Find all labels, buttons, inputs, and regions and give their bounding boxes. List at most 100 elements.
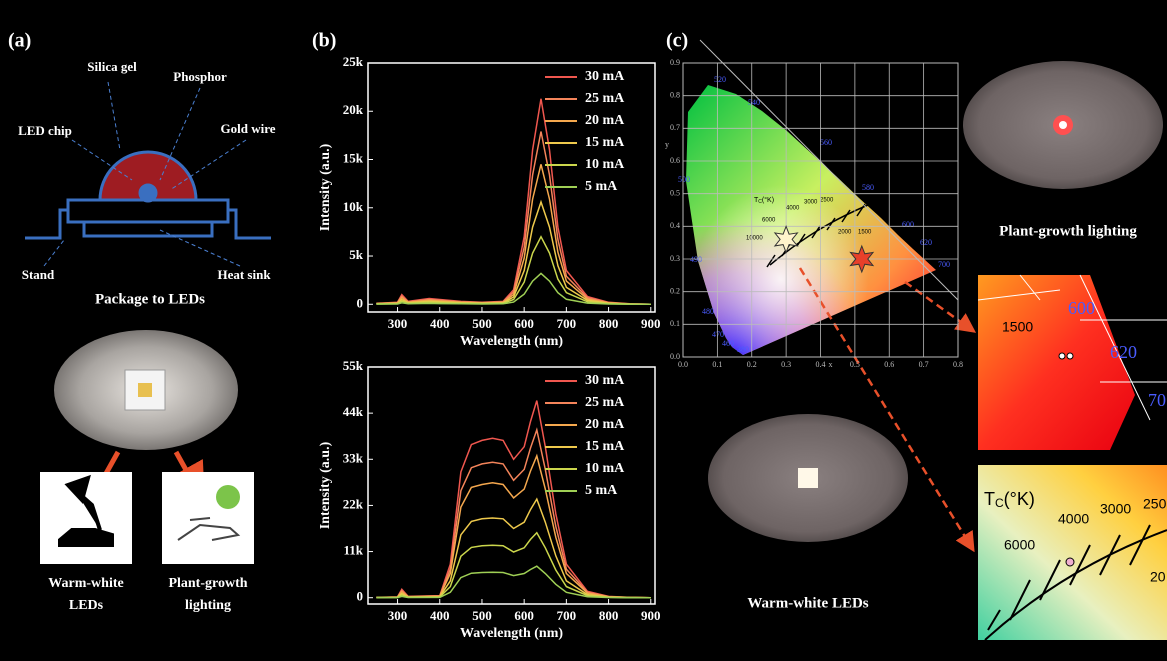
inset-label: 6000 [1004, 537, 1035, 553]
part-label: LED chip [18, 123, 72, 138]
inset-label: 250 [1143, 496, 1167, 512]
caption: Package to LEDs [95, 291, 205, 307]
x-tick-label: 600 [514, 608, 534, 623]
inset-k: (°K) [1004, 489, 1035, 509]
cct-label: 1500 [858, 230, 872, 236]
y-tick-label: 11k [343, 543, 363, 558]
locus-label: 600 [902, 220, 914, 229]
locus-label: 520 [714, 75, 726, 84]
y-tick-label: 0.6 [670, 156, 680, 165]
legend-label: 15 mA [585, 135, 625, 150]
x-tick-label: 0.4 [816, 360, 826, 369]
y-tick-label: 0.8 [670, 90, 680, 99]
y-tick-label: 22k [343, 496, 364, 511]
x-tick-label: 300 [388, 316, 408, 331]
series-line [376, 533, 650, 598]
y-tick-label: 0.9 [670, 58, 680, 67]
y-tick-label: 55k [343, 358, 364, 373]
locus-label: 540 [748, 98, 760, 107]
part-label: Silica gel [87, 59, 137, 74]
x-axis-title: x [829, 360, 833, 369]
y-tick-label: 25k [343, 54, 364, 69]
leaf [216, 485, 240, 509]
series-line [376, 566, 650, 598]
x-tick-label: 0.6 [884, 360, 894, 369]
series-line [376, 499, 650, 598]
inset-label: 620 [1110, 342, 1137, 362]
x-tick-label: 0.3 [781, 360, 791, 369]
led-package [25, 152, 271, 238]
y-tick-label: 33k [343, 450, 364, 465]
inset-label: 1500 [1002, 319, 1033, 335]
locus-label: 380 [737, 345, 749, 354]
legend-label: 15 mA [585, 439, 625, 454]
y-tick-label: 0.4 [670, 221, 680, 230]
inset-label: 3000 [1100, 501, 1131, 517]
legend-label: 5 mA [585, 483, 618, 498]
y-axis-title: Intensity (a.u.) [318, 441, 333, 529]
app-label: Plant-growth [168, 576, 247, 591]
x-axis-title: Wavelength (nm) [460, 334, 563, 349]
x-axis-title: Wavelength (nm) [460, 626, 563, 641]
x-tick-label: 900 [641, 316, 661, 331]
y-tick-label: 0.1 [670, 319, 680, 328]
cct-label: 4000 [786, 206, 800, 212]
x-tick-label: 0.0 [678, 360, 688, 369]
y-tick-label: 20k [343, 102, 364, 117]
inset-point [1067, 353, 1073, 359]
y-tick-label: 44k [343, 404, 364, 419]
x-tick-label: 0.8 [953, 360, 963, 369]
x-tick-label: 300 [388, 608, 408, 623]
cct-label: 6000 [762, 218, 776, 224]
legend-label: 10 mA [585, 461, 625, 476]
red-core [1059, 121, 1067, 129]
cct-label: 10000 [746, 236, 763, 242]
x-tick-label: 800 [599, 608, 619, 623]
cct-label: 3000 [804, 200, 818, 206]
locus-label: 460 [722, 339, 734, 348]
x-tick-label: 400 [430, 316, 450, 331]
y-tick-label: 15k [343, 150, 364, 165]
locus-label: 580 [862, 183, 874, 192]
inset-title: TC(°K) [984, 489, 1035, 510]
panel-label: (a) [8, 30, 31, 52]
y-tick-label: 0.2 [670, 286, 680, 295]
legend-label: 25 mA [585, 91, 625, 106]
part-label: Stand [22, 267, 55, 282]
inset-label: 20 [1150, 569, 1166, 585]
app-label: lighting [185, 598, 231, 613]
figure: (a) Silica gel Phosphor LED chip Gold wi… [0, 0, 1167, 661]
x-tick-label: 600 [514, 316, 534, 331]
y-axis-title: Intensity (a.u.) [318, 143, 333, 231]
locus-label: 620 [920, 238, 932, 247]
x-tick-label: 500 [472, 608, 492, 623]
legend-label: 20 mA [585, 113, 625, 128]
white-glow [798, 468, 818, 488]
legend-label: 30 mA [585, 373, 625, 388]
x-tick-label: 0.5 [850, 360, 860, 369]
legend-label: 5 mA [585, 179, 618, 194]
inset-t: T [984, 489, 995, 509]
y-tick-label: 5k [349, 247, 364, 262]
series-line [376, 430, 650, 598]
photo-caption: Plant-growth lighting [999, 223, 1137, 239]
inset-label: 70 [1148, 390, 1166, 410]
cct-label: 2000 [838, 230, 852, 236]
locus-label: 480 [702, 307, 714, 316]
locus-label: 560 [820, 138, 832, 147]
cct-title-k: (°K) [762, 196, 774, 204]
y-tick-label: 10k [343, 199, 364, 214]
y-axis-title: y [665, 140, 669, 149]
x-tick-label: 500 [472, 316, 492, 331]
x-tick-label: 0.2 [747, 360, 757, 369]
inset-point [1066, 558, 1074, 566]
legend-label: 10 mA [585, 157, 625, 172]
panel-label: (c) [666, 30, 688, 52]
y-tick-label: 0.5 [670, 188, 680, 197]
series-line [376, 456, 650, 598]
part-label: Phosphor [173, 69, 227, 84]
legend-label: 30 mA [585, 69, 625, 84]
series-line [376, 99, 650, 305]
y-tick-label: 0 [357, 589, 364, 604]
locus-label: 500 [678, 175, 690, 184]
